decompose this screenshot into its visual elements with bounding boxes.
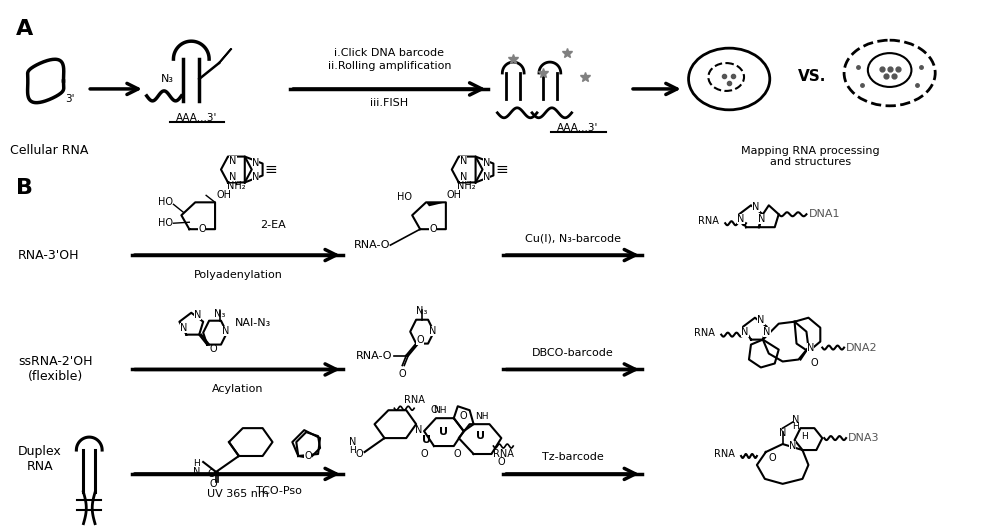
- Text: TCO-Pso: TCO-Pso: [256, 486, 301, 496]
- Text: N: N: [349, 437, 356, 447]
- Text: N: N: [180, 323, 187, 333]
- Text: N: N: [460, 155, 467, 165]
- Text: N: N: [483, 172, 490, 182]
- Text: UV 365 nm: UV 365 nm: [207, 489, 269, 499]
- Text: DNA1: DNA1: [808, 209, 840, 219]
- Text: RNA: RNA: [714, 449, 735, 459]
- Text: OH: OH: [216, 190, 231, 200]
- Text: O: O: [460, 411, 468, 421]
- Text: O: O: [416, 334, 424, 344]
- Text: DBCO-barcode: DBCO-barcode: [532, 348, 614, 358]
- Text: N: N: [229, 172, 237, 182]
- Text: N: N: [789, 441, 796, 451]
- Text: N: N: [483, 157, 490, 167]
- Text: O: O: [356, 449, 363, 459]
- Text: Acylation: Acylation: [212, 384, 264, 394]
- Text: A: A: [16, 19, 33, 39]
- Text: N: N: [222, 325, 230, 335]
- Text: U: U: [476, 431, 485, 441]
- Text: RNA-O: RNA-O: [356, 350, 393, 360]
- Text: 3': 3': [65, 94, 75, 104]
- Text: HO: HO: [158, 218, 173, 228]
- Polygon shape: [426, 202, 446, 206]
- Text: VS.: VS.: [798, 69, 827, 84]
- Text: H: H: [193, 460, 200, 469]
- Text: N: N: [460, 172, 467, 182]
- Text: RNA: RNA: [698, 216, 719, 226]
- Text: H: H: [349, 446, 356, 455]
- Text: HO: HO: [397, 192, 412, 202]
- Text: U: U: [439, 427, 448, 437]
- Text: Tz-barcode: Tz-barcode: [542, 452, 604, 462]
- Text: DNA3: DNA3: [848, 433, 880, 443]
- Text: O: O: [811, 358, 818, 368]
- Text: O: O: [454, 449, 462, 459]
- Text: NH: NH: [475, 412, 488, 421]
- Text: U: U: [422, 435, 431, 445]
- Text: N₃: N₃: [416, 306, 428, 316]
- Text: O: O: [430, 405, 438, 415]
- Text: N: N: [758, 214, 766, 224]
- Text: HO: HO: [158, 197, 173, 207]
- Text: AAA...3': AAA...3': [557, 123, 598, 132]
- Text: ssRNA-2'OH
(flexible): ssRNA-2'OH (flexible): [18, 356, 92, 383]
- Text: RNA: RNA: [493, 449, 514, 459]
- Text: N: N: [792, 415, 799, 425]
- Text: AAA...3': AAA...3': [176, 113, 217, 123]
- Text: RNA-3'OH: RNA-3'OH: [18, 249, 79, 261]
- Text: O: O: [769, 453, 777, 463]
- Text: N: N: [252, 172, 259, 182]
- Text: O: O: [498, 457, 505, 467]
- Text: O: O: [209, 343, 217, 354]
- Text: 2-EA: 2-EA: [260, 220, 285, 230]
- Text: N: N: [752, 202, 760, 213]
- Text: RNA: RNA: [694, 328, 715, 338]
- Text: H: H: [801, 431, 808, 440]
- Text: ≡: ≡: [495, 162, 508, 177]
- Text: N: N: [741, 326, 749, 337]
- Text: N: N: [757, 315, 765, 325]
- Text: H: H: [793, 422, 799, 431]
- Text: i.Click DNA barcode: i.Click DNA barcode: [334, 48, 444, 58]
- Text: ii.Rolling amplification: ii.Rolling amplification: [328, 61, 451, 71]
- Text: O: O: [398, 369, 406, 379]
- Text: NH₂: NH₂: [227, 181, 245, 191]
- Text: N₃: N₃: [161, 74, 174, 84]
- Text: RNA: RNA: [404, 395, 425, 405]
- Text: O: O: [420, 449, 428, 459]
- Text: N: N: [415, 425, 423, 435]
- Text: N: N: [763, 326, 771, 337]
- Text: N: N: [229, 155, 237, 165]
- Text: N: N: [252, 157, 259, 167]
- Text: N₃: N₃: [214, 309, 226, 319]
- Text: Cu(I), N₃-barcode: Cu(I), N₃-barcode: [525, 233, 621, 243]
- Text: DNA2: DNA2: [846, 342, 878, 352]
- Text: N: N: [807, 342, 814, 352]
- Text: N: N: [779, 428, 786, 438]
- Text: O: O: [429, 224, 437, 234]
- Text: OH: OH: [447, 190, 462, 200]
- Text: NH: NH: [433, 406, 447, 415]
- Text: ≡: ≡: [264, 162, 277, 177]
- Text: Mapping RNA processing
and structures: Mapping RNA processing and structures: [741, 146, 880, 167]
- Text: iii.FISH: iii.FISH: [370, 98, 408, 108]
- Text: NAI-N₃: NAI-N₃: [235, 317, 271, 328]
- Text: NH₂: NH₂: [457, 181, 476, 191]
- Text: O: O: [209, 479, 217, 489]
- Text: O: O: [207, 469, 215, 479]
- Text: Duplex
RNA: Duplex RNA: [18, 445, 62, 473]
- Text: O: O: [198, 224, 206, 234]
- Text: Cellular RNA: Cellular RNA: [10, 144, 89, 157]
- Text: N: N: [429, 325, 437, 335]
- Text: N: N: [737, 214, 745, 224]
- Text: RNA-O: RNA-O: [354, 240, 391, 250]
- Text: B: B: [16, 179, 33, 198]
- Text: O: O: [304, 451, 312, 461]
- Text: N: N: [194, 310, 201, 320]
- Text: Polyadenylation: Polyadenylation: [193, 270, 282, 280]
- Text: N: N: [193, 467, 200, 477]
